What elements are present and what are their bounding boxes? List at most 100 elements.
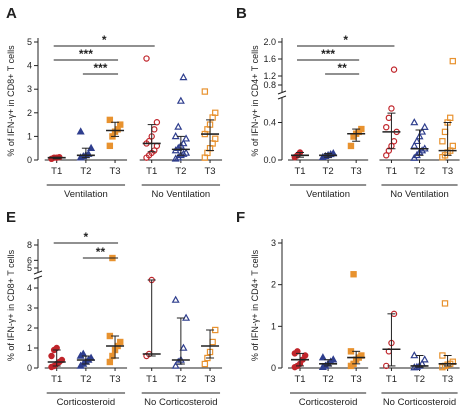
panel-letter: F: [236, 209, 245, 226]
group-label: No Corticosteroid: [144, 397, 217, 408]
y-tick-label: 2: [271, 280, 276, 290]
series-t1-circle-open: [142, 55, 161, 161]
y-tick-label: 5: [27, 37, 32, 47]
series-t2-triangle-open: [410, 351, 429, 371]
data-point: [212, 109, 219, 116]
data-point: [418, 146, 427, 154]
y-axis-label: % of IFN-γ+ in CD4+ T cells: [250, 45, 260, 157]
y-tick-label: 0: [27, 155, 32, 165]
significance-label: ***: [93, 61, 107, 75]
data-point: [388, 105, 395, 112]
x-tick-label: T1: [146, 166, 157, 177]
x-tick-label: T3: [109, 166, 120, 177]
data-point: [449, 57, 457, 65]
y-tick-label: 2: [27, 323, 32, 333]
y-tick-label: 1: [27, 343, 32, 353]
x-tick-label: T3: [351, 374, 362, 385]
data-point: [79, 349, 88, 357]
data-point: [441, 128, 449, 136]
series-t2-triangle-filled: [318, 353, 338, 370]
series-t3-square-filled: [106, 254, 125, 366]
y-tick-label: 2.0: [263, 37, 276, 47]
series-t3-square-open: [438, 57, 457, 161]
x-tick-label: T1: [386, 374, 397, 385]
data-point: [176, 96, 185, 104]
y-axis-label: % of IFN-γ+ in CD8+ T cells: [6, 249, 16, 361]
data-point: [106, 142, 114, 150]
group-label: Ventilation: [64, 189, 108, 200]
group-label: Ventilation: [306, 189, 350, 200]
significance-label: **: [96, 245, 106, 259]
y-tick-label: 8: [27, 240, 32, 250]
data-point: [171, 154, 180, 162]
data-point: [420, 122, 429, 130]
series-t3-square-filled: [347, 125, 366, 150]
data-point: [117, 121, 124, 128]
y-tick-label: 0: [271, 363, 276, 373]
y-tick-label: 3: [271, 238, 276, 248]
data-point: [439, 138, 446, 145]
series-t2-triangle-filled: [76, 349, 96, 369]
data-point: [117, 338, 124, 346]
series-t2-triangle-filled: [76, 127, 96, 161]
series-t2-triangle-open: [171, 72, 191, 162]
x-tick-label: T3: [109, 374, 120, 385]
data-point: [418, 127, 427, 135]
y-axis-label: % of IFN-γ+ in CD8+ T cells: [6, 45, 16, 157]
panel-E: E % of IFN-γ+ in CD8+ T cells 0 1 2 3 4 56 8 Cort…: [6, 209, 223, 408]
y-tick-label: 3: [27, 303, 32, 313]
data-point: [209, 338, 216, 346]
series-t1-circle-open: [382, 66, 401, 159]
series-t3-square-open: [438, 300, 457, 371]
y-tick-label: 6: [27, 255, 32, 265]
series-t1-circle-filled: [291, 149, 309, 161]
y-tick-label: 3: [27, 84, 32, 94]
series-t1-circle-filled: [291, 348, 309, 371]
significance-label: **: [337, 61, 347, 75]
data-point: [449, 142, 457, 150]
x-tick-label: T1: [51, 166, 62, 177]
y-tick-label: 1.2: [263, 71, 276, 81]
y-tick-label: 0.4: [263, 118, 276, 128]
y-tick-label: 0.0: [263, 155, 276, 165]
y-tick-label: 5: [27, 263, 32, 273]
series-t1-circle-open: [382, 310, 401, 370]
x-tick-label: T2: [323, 166, 334, 177]
panel-A: A % of IFN-γ+ in CD8+ T cells 0 1 2 3 4 5 Ventil…: [6, 5, 223, 200]
y-axis-label: % of IFN-γ+ in CD4+ T cells: [250, 249, 260, 361]
series-t3-square-open: [201, 88, 220, 161]
y-tick-label: 1.6: [263, 54, 276, 64]
y-tick-label: 2: [27, 108, 32, 118]
data-point: [179, 72, 188, 81]
data-point: [76, 127, 85, 135]
panel-letter: A: [6, 5, 17, 22]
x-tick-label: T1: [51, 374, 62, 385]
significance-label: *: [84, 230, 89, 244]
data-point: [106, 358, 114, 366]
x-tick-label: T3: [204, 166, 215, 177]
panel-letter: B: [236, 5, 247, 22]
series-t2-triangle-open: [171, 295, 191, 369]
data-point: [302, 352, 309, 359]
x-tick-label: T1: [386, 166, 397, 177]
data-point: [441, 300, 449, 307]
significance-label: *: [343, 33, 348, 47]
series-t1-circle-open: [142, 276, 161, 360]
y-tick-label: 0: [27, 363, 32, 373]
series-t3-square-open: [201, 326, 220, 368]
data-point: [420, 355, 429, 363]
x-tick-label: T1: [294, 166, 305, 177]
x-tick-label: T2: [175, 374, 186, 385]
data-point: [48, 352, 55, 360]
data-point: [385, 114, 393, 122]
x-tick-label: T2: [323, 374, 334, 385]
axis-break-gap: [278, 92, 286, 98]
significance-label: ***: [79, 47, 93, 61]
axis-break-mark: [33, 270, 43, 280]
x-tick-label: T2: [414, 374, 425, 385]
series-t1-circle-filled: [47, 344, 66, 371]
data-point: [318, 353, 327, 361]
data-point: [347, 142, 355, 150]
series-t2-triangle-filled: [318, 149, 338, 160]
